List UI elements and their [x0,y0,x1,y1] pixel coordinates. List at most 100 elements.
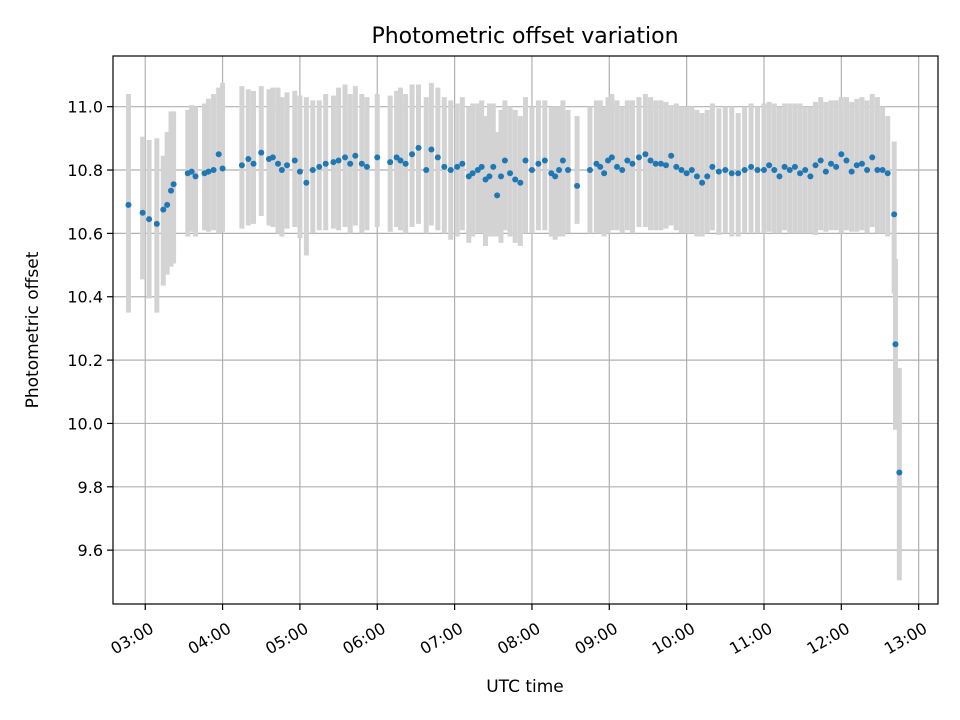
data-point [812,162,819,169]
x-tick-label: 03:00 [107,619,156,659]
data-point [358,160,365,167]
error-bars [125,82,902,581]
data-point [879,167,886,174]
data-point [478,163,485,170]
data-point [423,167,430,174]
data-point [704,173,711,180]
data-point [498,173,505,180]
data-point [219,165,226,172]
data-point [363,163,370,170]
data-point [642,151,649,158]
data-point [663,162,670,169]
data-point [833,163,840,170]
data-point [608,154,615,161]
plot-frame [112,55,939,605]
data-point [673,163,680,170]
data-point [192,173,199,180]
chart-title: Photometric offset variation [371,24,678,49]
x-tick-label: 09:00 [571,619,620,659]
data-point [296,168,303,175]
y-axis-label: Photometric offset [23,251,43,408]
data-point [541,157,548,164]
data-point [188,168,195,175]
data-point [614,163,621,170]
data-point [601,170,608,177]
data-point [760,167,767,174]
data-point [771,167,778,174]
data-point [454,163,461,170]
data-point [559,157,566,164]
data-point [447,167,454,174]
data-point [838,151,845,158]
data-point [828,160,835,167]
x-tick-label: 04:00 [185,619,234,659]
data-point [748,163,755,170]
y-tick-label: 10.2 [67,351,103,370]
data-point [781,163,788,170]
data-point [735,170,742,177]
data-point [699,179,706,186]
data-point [786,167,793,174]
data-point [668,152,675,159]
data-point [858,160,865,167]
x-tick-label: 11:00 [726,619,775,659]
data-point [415,144,422,151]
data-point [843,157,850,164]
data-point [278,167,285,174]
data-point [848,168,855,175]
data-point [565,167,572,174]
data-point [335,157,342,164]
data-point [597,163,604,170]
y-tick-label: 9.8 [78,478,103,497]
data-point [776,173,783,180]
data-point [250,160,257,167]
data-point [434,154,441,161]
data-point [522,157,529,164]
data-point [258,149,265,156]
data-point [469,170,476,177]
data-point [552,173,559,180]
x-tick-label: 06:00 [339,619,388,659]
x-tick-label: 07:00 [417,619,466,659]
data-point [210,167,217,174]
data-point [486,173,493,180]
data-point [428,146,435,153]
data-point [874,167,881,174]
data-point [629,160,636,167]
data-point [322,160,329,167]
data-point [884,170,891,177]
data-point [146,216,153,223]
x-tick-label: 10:00 [649,619,698,659]
x-axis-label: UTC time [486,677,564,697]
data-point [170,181,177,188]
data-point [494,192,501,199]
data-point [728,170,735,177]
data-point [397,157,404,164]
data-point [678,167,685,174]
data-point [619,167,626,174]
data-point [817,157,824,164]
x-tick-label: 08:00 [494,619,543,659]
data-point [535,160,542,167]
data-point [441,163,448,170]
data-point [647,157,654,164]
data-point [802,167,809,174]
data-point [528,167,535,174]
data-point [164,201,171,208]
x-tick-label: 05:00 [262,619,311,659]
y-tick-label: 9.6 [78,541,103,560]
data-point [309,167,316,174]
data-point [139,209,146,216]
data-point [574,182,581,189]
data-point [683,170,690,177]
data-point [709,163,716,170]
y-tick-label: 11.0 [67,98,103,117]
data-point [352,152,359,159]
data-point [291,157,298,164]
data-point [387,159,394,166]
data-point [715,168,722,175]
data-point [688,167,695,174]
data-point [316,163,323,170]
data-point [342,154,349,161]
